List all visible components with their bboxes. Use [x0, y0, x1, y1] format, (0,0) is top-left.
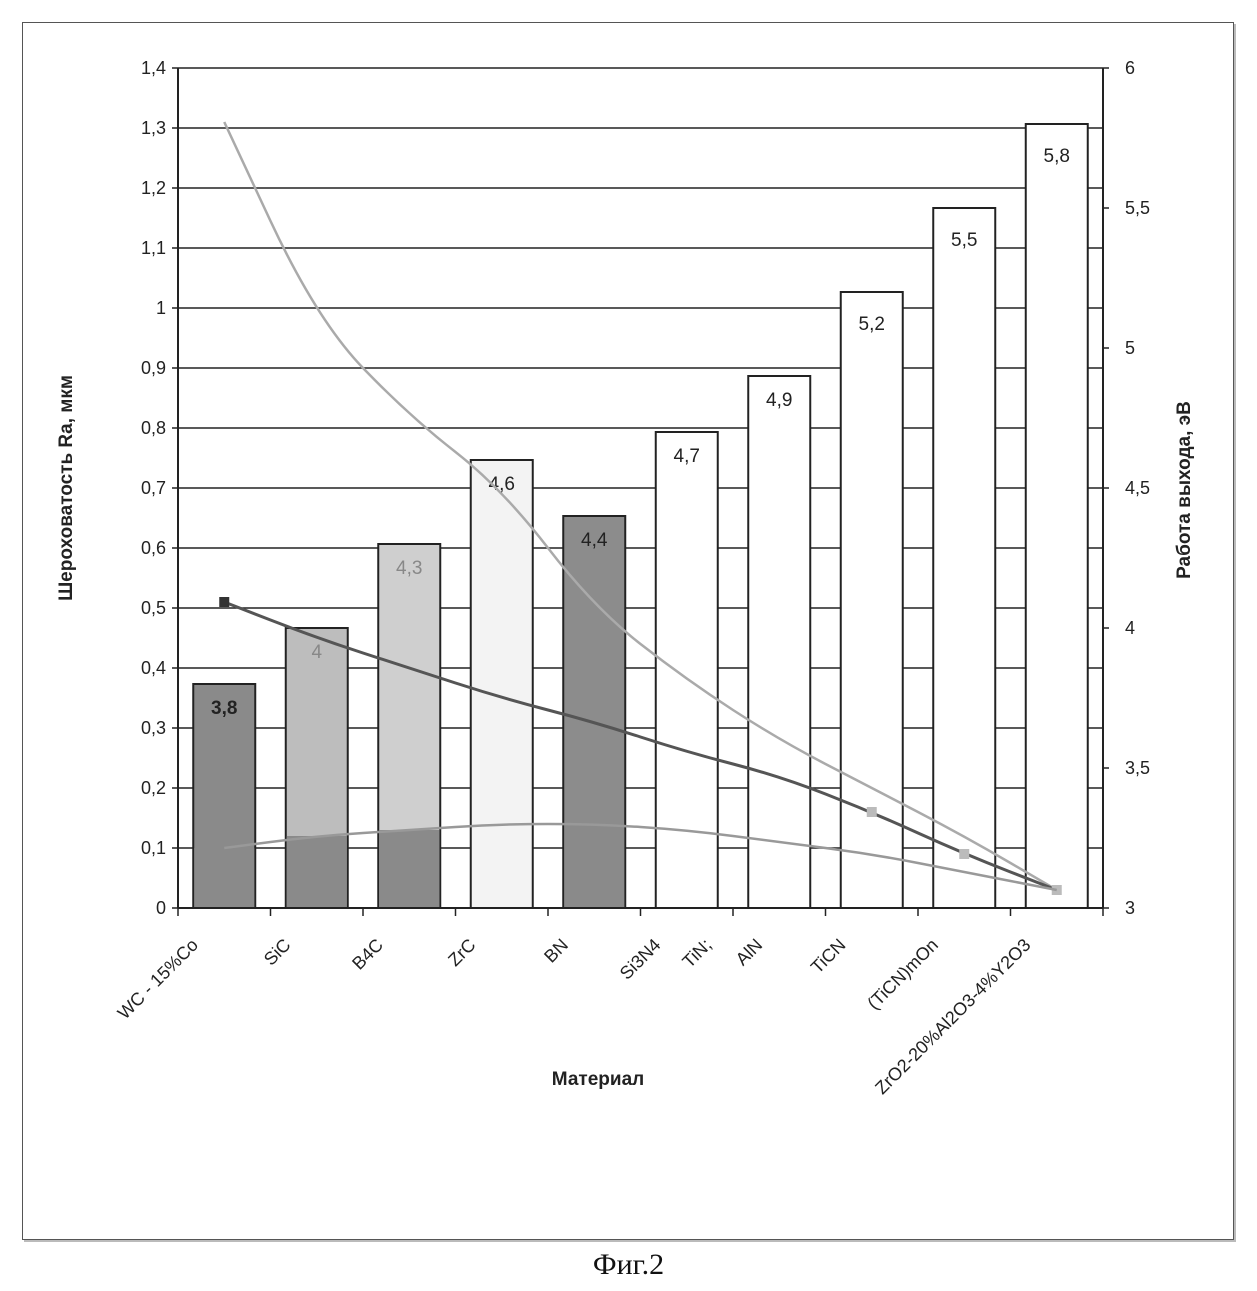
bar-ZrC — [469, 459, 534, 909]
y2-axis-title: Работа выхода, эВ — [1174, 401, 1195, 579]
x-tick-label: WC - 15%Co — [114, 935, 202, 1023]
y-tick-label: 0,1 — [141, 838, 166, 858]
y-axis-title: Шероховатость Ra, мкм — [56, 375, 77, 601]
bar-data-label: 3,8 — [211, 698, 237, 719]
y-tick-label: 0,6 — [141, 538, 166, 558]
x-tick-label: (TiCN)mOn — [863, 935, 942, 1014]
y-tick-label: 0,8 — [141, 418, 166, 438]
y-tick-label: 1,2 — [141, 178, 166, 198]
bar-data-label: 4 — [311, 642, 322, 663]
y-tick-label: 1 — [156, 298, 166, 318]
y-tick-label: 1,4 — [141, 58, 166, 78]
figure-caption: Фиг.2 — [592, 1248, 665, 1281]
x-tick-label: TiN; — [678, 935, 715, 972]
y2-tick-label: 5 — [1125, 338, 1135, 358]
bar-lower-segment — [379, 830, 440, 907]
bar-data-label: 4,7 — [674, 446, 700, 467]
bar-data-label: 4,4 — [581, 530, 608, 551]
y-tick-label: 0,5 — [141, 598, 166, 618]
bar-data-label: 5,5 — [951, 230, 977, 251]
bar-data-label: 4,3 — [396, 558, 422, 579]
chart: 0 0,1 0,2 0,3 0,4 0,5 0,6 0,7 0,8 0,9 1 1,1 1,2 1,3 1,… — [56, 58, 1195, 1098]
x-tick-label: ZrO2-20%Al2O3-4%Y2O3 — [871, 935, 1034, 1098]
y-tick-label: 0,9 — [141, 358, 166, 378]
bar-Si3N4 — [654, 431, 719, 909]
series-line-3 — [224, 822, 1057, 892]
bar-AlN — [747, 375, 812, 909]
chart-frame — [22, 22, 1234, 1240]
bar-data-label: 4,9 — [766, 390, 792, 411]
y2-tick-label: 3 — [1125, 898, 1135, 918]
y-tick-label: 0 — [156, 898, 166, 918]
bar-(TiCN)mOn — [932, 207, 997, 909]
bar-lower-segment — [286, 836, 347, 907]
series-line-1 — [223, 121, 1058, 892]
y-tick-label: 1,3 — [141, 118, 166, 138]
x-tick-label: BN — [540, 935, 572, 967]
x-tick-label: B4C — [348, 935, 387, 974]
bar-data-label: 5,2 — [859, 314, 885, 335]
series-marker — [959, 849, 970, 859]
y-tick-label: 0,3 — [141, 718, 166, 738]
x-tick-label: ZrC — [444, 935, 479, 970]
y-tick-label: 1,1 — [141, 238, 166, 258]
y-tick-label: 0,7 — [141, 478, 166, 498]
y2-tick-label: 5,5 — [1125, 198, 1150, 218]
series-marker — [219, 597, 230, 607]
series-line-2 — [223, 600, 1058, 892]
x-axis-title: Материал — [552, 1069, 644, 1090]
y2-tick-label: 4 — [1125, 618, 1135, 638]
bar-ZrO2-20%Al2O3-4%Y2O3 — [1024, 123, 1089, 909]
y-tick-label: 0,2 — [141, 778, 166, 798]
y-tick-label: 0,4 — [141, 658, 166, 678]
bar-data-label: 5,8 — [1044, 146, 1070, 167]
x-tick-label: SiC — [260, 935, 295, 970]
y2-tick-label: 4,5 — [1125, 478, 1150, 498]
x-tick-label: Si3N4 — [616, 935, 665, 984]
y2-tick-label: 3,5 — [1125, 758, 1150, 778]
bar-lower-segment — [564, 824, 625, 907]
bar-data-label: 4,6 — [489, 474, 515, 495]
y2-tick-label: 6 — [1125, 58, 1135, 78]
x-tick-label: AlN — [732, 935, 767, 970]
bar-lower-segment — [194, 848, 255, 907]
series-marker — [866, 807, 877, 817]
x-tick-label: TiCN — [807, 935, 850, 978]
